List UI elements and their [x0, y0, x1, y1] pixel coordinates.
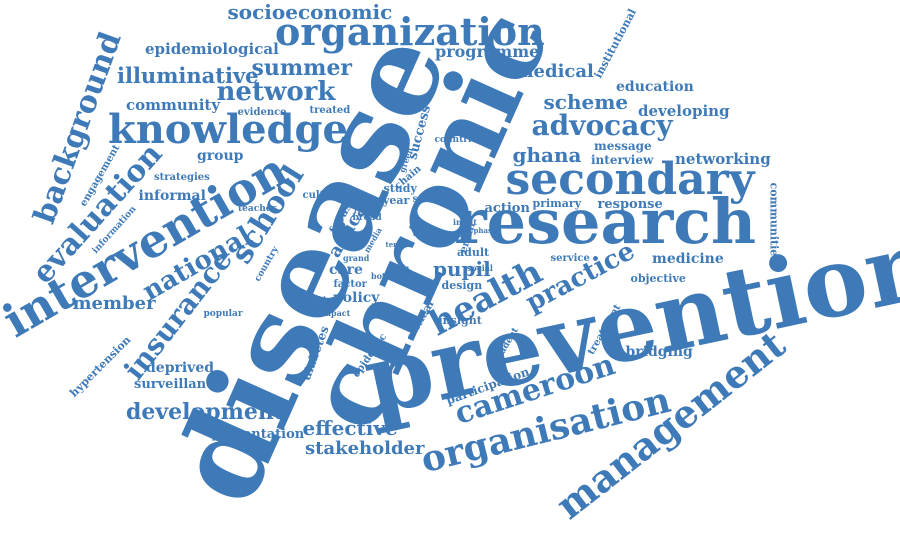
word-culture: culture [302, 190, 344, 201]
word-epidemiological: epidemiological [145, 39, 279, 58]
word-factor: factor [333, 279, 367, 290]
word-ghana: ghana [512, 143, 582, 167]
word-medical: medical [514, 61, 594, 82]
word-area: area [413, 228, 433, 238]
word-depth: depth [425, 235, 451, 245]
word-member: member [72, 293, 156, 314]
word-effective: effective [302, 416, 398, 440]
word-secondary: secondary [505, 154, 755, 205]
word-community: community [126, 95, 221, 114]
word-design: design [441, 278, 483, 292]
word-year: year [383, 193, 410, 207]
word-programme: programme [435, 42, 540, 61]
word-countrie: countrie [434, 134, 478, 145]
word-development: development [126, 399, 285, 425]
word-research: research [454, 185, 757, 258]
word-network: network [216, 77, 336, 107]
word-model: model [415, 277, 440, 287]
word-message: message [594, 139, 652, 153]
word-social: social [467, 263, 493, 273]
word-communities: communities [767, 182, 781, 262]
word-response: response [597, 196, 663, 212]
word-bottle: bottle [371, 271, 398, 281]
word-adult: adult [457, 245, 490, 259]
word-organization: organization [275, 9, 545, 54]
word-popular: popular [203, 308, 243, 319]
word-deprived: deprived [146, 360, 215, 376]
word-primary: primary [532, 196, 582, 210]
word-evidence: evidence [237, 107, 287, 118]
word-illuminative: illuminative [117, 62, 259, 88]
word-interview: interview [591, 153, 654, 167]
word-term: term [385, 239, 405, 249]
word-education: education [616, 79, 694, 95]
word-policy: policy [333, 290, 380, 306]
word-service: service [550, 253, 590, 264]
word-action: action [484, 200, 530, 216]
word-care: care [329, 262, 363, 278]
word-objective: objective [630, 271, 686, 285]
word-broad: broad [352, 212, 382, 223]
word-strategies: strategies [154, 172, 210, 183]
word-pupil: pupil [433, 257, 491, 281]
word-presentation: presentation [211, 426, 305, 442]
word-impact: impact [319, 308, 351, 318]
word-phase: phase [473, 225, 497, 235]
word-institutional: institutional [591, 6, 639, 80]
word-insight: insight [438, 313, 482, 327]
word-summer: summer [251, 55, 353, 81]
word-bridging: bridging [625, 344, 693, 360]
word-informal: informal [138, 188, 206, 204]
word-grand: grand [343, 253, 370, 263]
word-respect: respect [293, 294, 327, 304]
word-advocacy: advocacy [531, 109, 673, 142]
word-staff-2: staff [345, 194, 368, 205]
word-stakeholder: stakeholder [305, 438, 425, 459]
word-treated: treated [309, 105, 351, 116]
word-networking: networking [675, 149, 771, 168]
word-group: group [197, 148, 244, 164]
word-developing: developing [638, 101, 730, 120]
word-scheme: scheme [543, 90, 629, 114]
word-old: old [409, 221, 422, 231]
word-band: band [387, 265, 410, 275]
word-study: study [383, 181, 417, 195]
word-socioeconomic: socioeconomic [227, 0, 393, 24]
word-teacher: teacher [238, 203, 277, 214]
word-input: input [453, 217, 477, 227]
word-surveillance: surveillance [134, 376, 223, 392]
word-medicine: medicine [652, 251, 724, 267]
word-staff: staff [412, 194, 438, 205]
word-knowledge: knowledge [108, 106, 348, 153]
